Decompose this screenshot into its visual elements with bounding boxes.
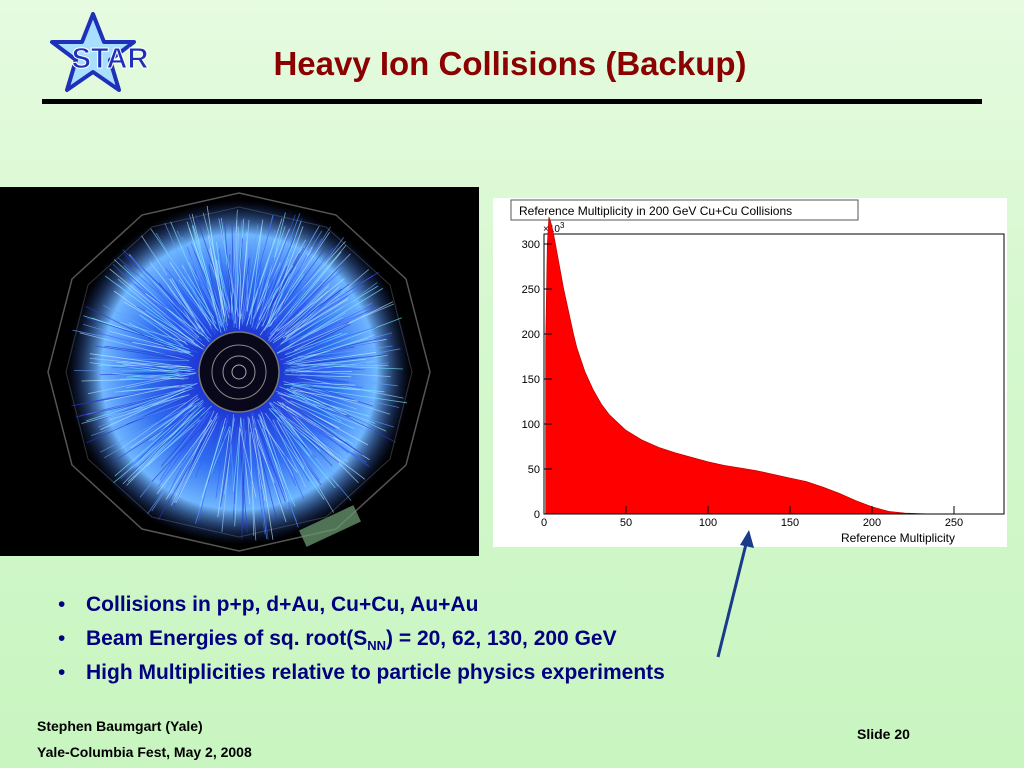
- footer-event: Yale-Columbia Fest, May 2, 2008: [37, 744, 252, 760]
- event-display-image: [0, 187, 479, 556]
- collision-event-graphic: [47, 192, 431, 552]
- x-ticks: 0 50 100 150 200 250: [541, 506, 963, 529]
- y-tick-label: 100: [522, 419, 540, 431]
- y-multiplier: ×103: [543, 221, 565, 235]
- x-tick-label: 250: [945, 517, 963, 529]
- detector-outline: [47, 192, 431, 552]
- star-logo-icon: [50, 12, 136, 92]
- title-divider: [42, 99, 982, 104]
- chart-title: Reference Multiplicity in 200 GeV Cu+Cu …: [519, 204, 792, 218]
- x-tick-label: 100: [699, 517, 717, 529]
- y-tick-label: 150: [522, 374, 540, 386]
- particle-tracks: [71, 205, 408, 541]
- footer-author: Stephen Baumgart (Yale): [37, 718, 203, 734]
- slide-title: Heavy Ion Collisions (Backup): [273, 45, 747, 82]
- star-logo: STAR: [50, 12, 149, 92]
- histogram-area: [545, 216, 954, 515]
- bullet-item: • Collisions in p+p, d+Au, Cu+Cu, Au+Au: [58, 593, 479, 616]
- x-tick-label: 50: [620, 517, 632, 529]
- multiplicity-histogram: Reference Multiplicity in 200 GeV Cu+Cu …: [493, 198, 1007, 547]
- y-tick-label: 250: [522, 284, 540, 296]
- x-tick-label: 150: [781, 517, 799, 529]
- y-tick-label: 50: [528, 464, 540, 476]
- y-tick-label: 0: [534, 509, 540, 521]
- x-axis-label: Reference Multiplicity: [841, 531, 955, 545]
- chart-title-box: [510, 199, 859, 221]
- x-tick-label: 0: [541, 517, 547, 529]
- y-tick-label: 200: [522, 329, 540, 341]
- x-tick-label: 200: [863, 517, 881, 529]
- bullet-item: • High Multiplicities relative to particl…: [58, 661, 665, 684]
- y-ticks: 0 50 100 150 200 250 300: [522, 239, 552, 521]
- slide-number: Slide 20: [857, 726, 910, 742]
- bullet-list: • Collisions in p+p, d+Au, Cu+Cu, Au+Au •…: [58, 590, 665, 692]
- footer-credits: Stephen Baumgart (Yale) Yale-Columbia Fe…: [37, 713, 252, 765]
- bullet-item: • Beam Energies of sq. root(SNN) = 20, 62…: [58, 627, 617, 654]
- y-tick-label: 300: [522, 239, 540, 251]
- histogram-chart: Reference Multiplicity in 200 GeV Cu+Cu …: [510, 199, 1005, 545]
- star-logo-text: STAR: [72, 43, 149, 75]
